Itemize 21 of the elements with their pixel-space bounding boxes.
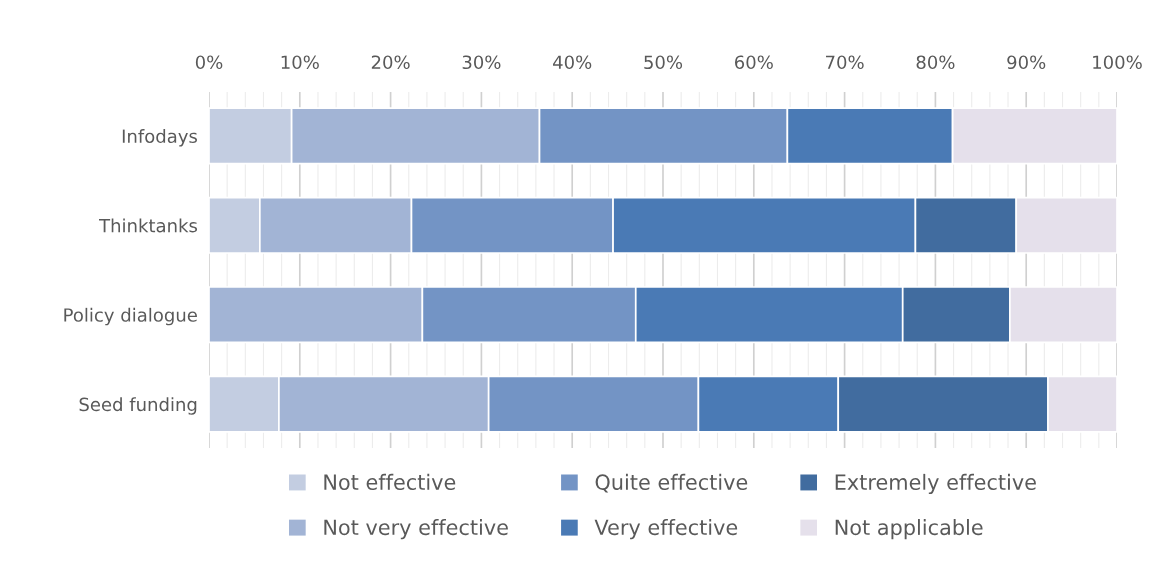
- x-tick-label: 40%: [553, 55, 592, 70]
- y-tick-label: Seed funding: [79, 397, 197, 415]
- x-tick-label: 60%: [735, 55, 773, 70]
- x-tick-label: 90%: [1007, 55, 1046, 70]
- x-tick-label: 30%: [462, 55, 501, 70]
- legend-label: Quite effective: [595, 473, 748, 493]
- legend-label: Extremely effective: [835, 473, 1036, 495]
- y-tick-label: Infodays: [122, 129, 197, 147]
- legend-label: Not effective: [324, 473, 456, 490]
- x-tick-label: 70%: [826, 55, 864, 70]
- x-tick-label: 0%: [195, 55, 223, 70]
- y-tick-label: Policy dialogue: [64, 307, 197, 326]
- legend-label: Very effective: [594, 519, 738, 540]
- x-tick-label: 20%: [371, 55, 410, 70]
- x-tick-label: 80%: [916, 55, 955, 70]
- x-tick-label: 50%: [644, 55, 683, 70]
- x-tick-label: 100%: [1093, 55, 1142, 70]
- legend-label: Not applicable: [835, 519, 983, 540]
- x-tick-label: 10%: [281, 55, 319, 70]
- y-tick-label: Thinktanks: [99, 218, 198, 233]
- legend-label: Not very effective: [324, 519, 508, 540]
